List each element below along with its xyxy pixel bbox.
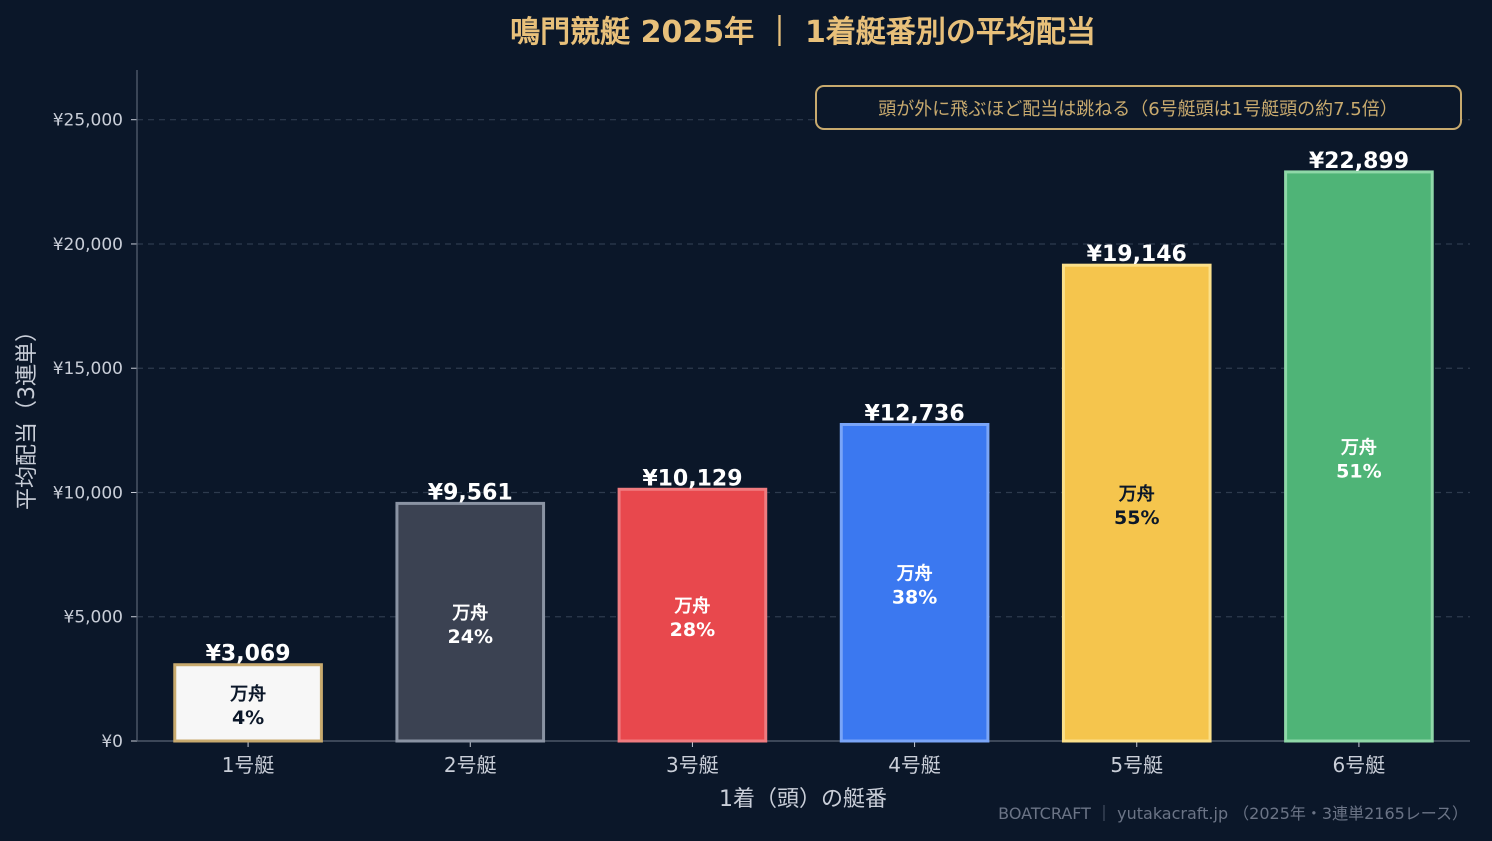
bar-inner-label-percent: 51%	[1336, 460, 1381, 482]
grid-lines	[137, 119, 1470, 618]
bar-inner-label-prefix: 万舟	[1118, 483, 1155, 505]
bar-value-label: ¥10,129	[642, 466, 742, 491]
x-tick-label: 4号艇	[888, 753, 941, 777]
y-tick-label: ¥20,000	[53, 235, 123, 255]
bar-value-label: ¥12,736	[864, 401, 964, 426]
bars: ¥3,069万舟4%¥9,561万舟24%¥10,129万舟28%¥12,736…	[173, 149, 1434, 743]
bar-inner-label-percent: 28%	[670, 619, 715, 641]
y-tick-label: ¥15,000	[53, 359, 123, 379]
bar-value-label: ¥22,899	[1309, 149, 1409, 174]
annotation-box: 頭が外に飛ぶほど配当は跳ねる（6号艇頭は1号艇頭の約7.5倍）	[815, 85, 1462, 130]
bar-inner-label-prefix: 万舟	[673, 595, 710, 617]
y-axis-label: 平均配当（3連単）	[15, 320, 40, 510]
x-tick-label: 2号艇	[444, 753, 497, 777]
bar-value-label: ¥3,069	[206, 642, 291, 667]
y-tick-labels: ¥0 ¥5,000 ¥10,000 ¥15,000 ¥20,000 ¥25,000	[53, 111, 123, 752]
bar-inner-label-percent: 24%	[448, 626, 493, 648]
bar-value-label: ¥19,146	[1087, 242, 1187, 267]
bar-inner-label-prefix: 万舟	[896, 563, 933, 585]
bar-inner-label-percent: 55%	[1114, 507, 1159, 529]
bar	[1284, 170, 1434, 743]
y-tick-label: ¥5,000	[64, 608, 123, 628]
x-tick-label: 3号艇	[666, 753, 719, 777]
bar-inner-label-percent: 4%	[232, 707, 264, 729]
bar-inner-label-prefix: 万舟	[451, 602, 488, 624]
bar-inner-label-percent: 38%	[892, 587, 937, 609]
bar	[839, 422, 990, 743]
bar-inner-label-prefix: 万舟	[229, 683, 266, 705]
bar	[395, 501, 546, 743]
axes	[131, 70, 1470, 747]
chart-title: 鳴門競艇 2025年 ｜ 1着艇番別の平均配当	[510, 15, 1096, 50]
bar	[173, 663, 323, 743]
bar-value-label: ¥9,561	[428, 480, 513, 505]
x-tick-label: 6号艇	[1333, 753, 1386, 777]
y-tick-label: ¥0	[101, 732, 123, 752]
bar	[617, 487, 768, 743]
annotation-text: 頭が外に飛ぶほど配当は跳ねる（6号艇頭は1号艇頭の約7.5倍）	[878, 99, 1398, 120]
x-tick-label: 5号艇	[1110, 753, 1163, 777]
x-axis-label: 1着（頭）の艇番	[719, 787, 887, 812]
bar-inner-label-prefix: 万舟	[1340, 436, 1377, 458]
footer-credit: BOATCRAFT ｜ yutakacraft.jp （2025年・3連単216…	[998, 804, 1468, 823]
bar	[1061, 263, 1212, 743]
x-tick-labels: 1号艇 2号艇 3号艇 4号艇 5号艇 6号艇	[222, 753, 1386, 777]
y-tick-label: ¥25,000	[53, 111, 123, 131]
y-tick-label: ¥10,000	[53, 483, 123, 503]
x-tick-label: 1号艇	[222, 753, 275, 777]
